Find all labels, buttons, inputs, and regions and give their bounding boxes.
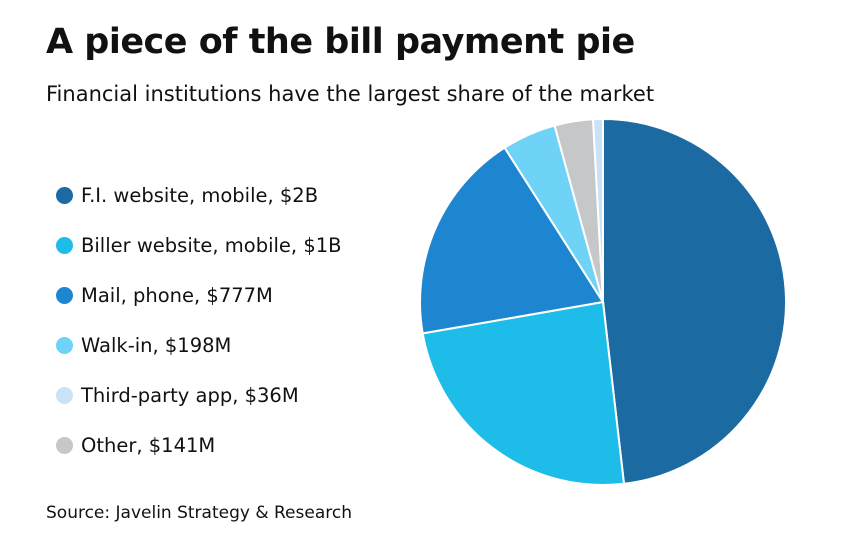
legend-swatch <box>56 286 73 304</box>
legend-item: F.I. website, mobile, $2B <box>56 170 342 220</box>
legend-label: Walk-in, $198M <box>81 333 232 357</box>
pie-slice-f-i-website-mobile <box>602 117 787 485</box>
legend-label: F.I. website, mobile, $2B <box>81 183 319 207</box>
legend-item: Biller website, mobile, $1B <box>56 220 342 270</box>
legend-item: Walk-in, $198M <box>56 320 342 370</box>
legend-swatch <box>56 186 73 204</box>
legend: F.I. website, mobile, $2B Biller website,… <box>56 170 342 470</box>
pie-slice-third-party-app <box>591 117 604 303</box>
legend-item: Third-party app, $36M <box>56 370 342 420</box>
pie-slice-mail-phone <box>419 146 605 335</box>
legend-swatch <box>56 386 73 404</box>
pie-slice-biller-website-mobile <box>421 300 626 486</box>
legend-swatch <box>56 336 73 354</box>
source-note: Source: Javelin Strategy & Research <box>46 503 352 523</box>
legend-item: Mail, phone, $777M <box>56 270 342 320</box>
legend-label: Third-party app, $36M <box>81 383 299 407</box>
chart-subtitle: Financial institutions have the largest … <box>46 82 655 106</box>
legend-label: Mail, phone, $777M <box>81 283 273 307</box>
legend-label: Other, $141M <box>81 433 216 457</box>
legend-label: Biller website, mobile, $1B <box>81 233 342 257</box>
legend-swatch <box>56 236 73 254</box>
chart-title: A piece of the bill payment pie <box>46 22 635 62</box>
legend-swatch <box>56 436 73 454</box>
legend-item: Other, $141M <box>56 420 342 470</box>
